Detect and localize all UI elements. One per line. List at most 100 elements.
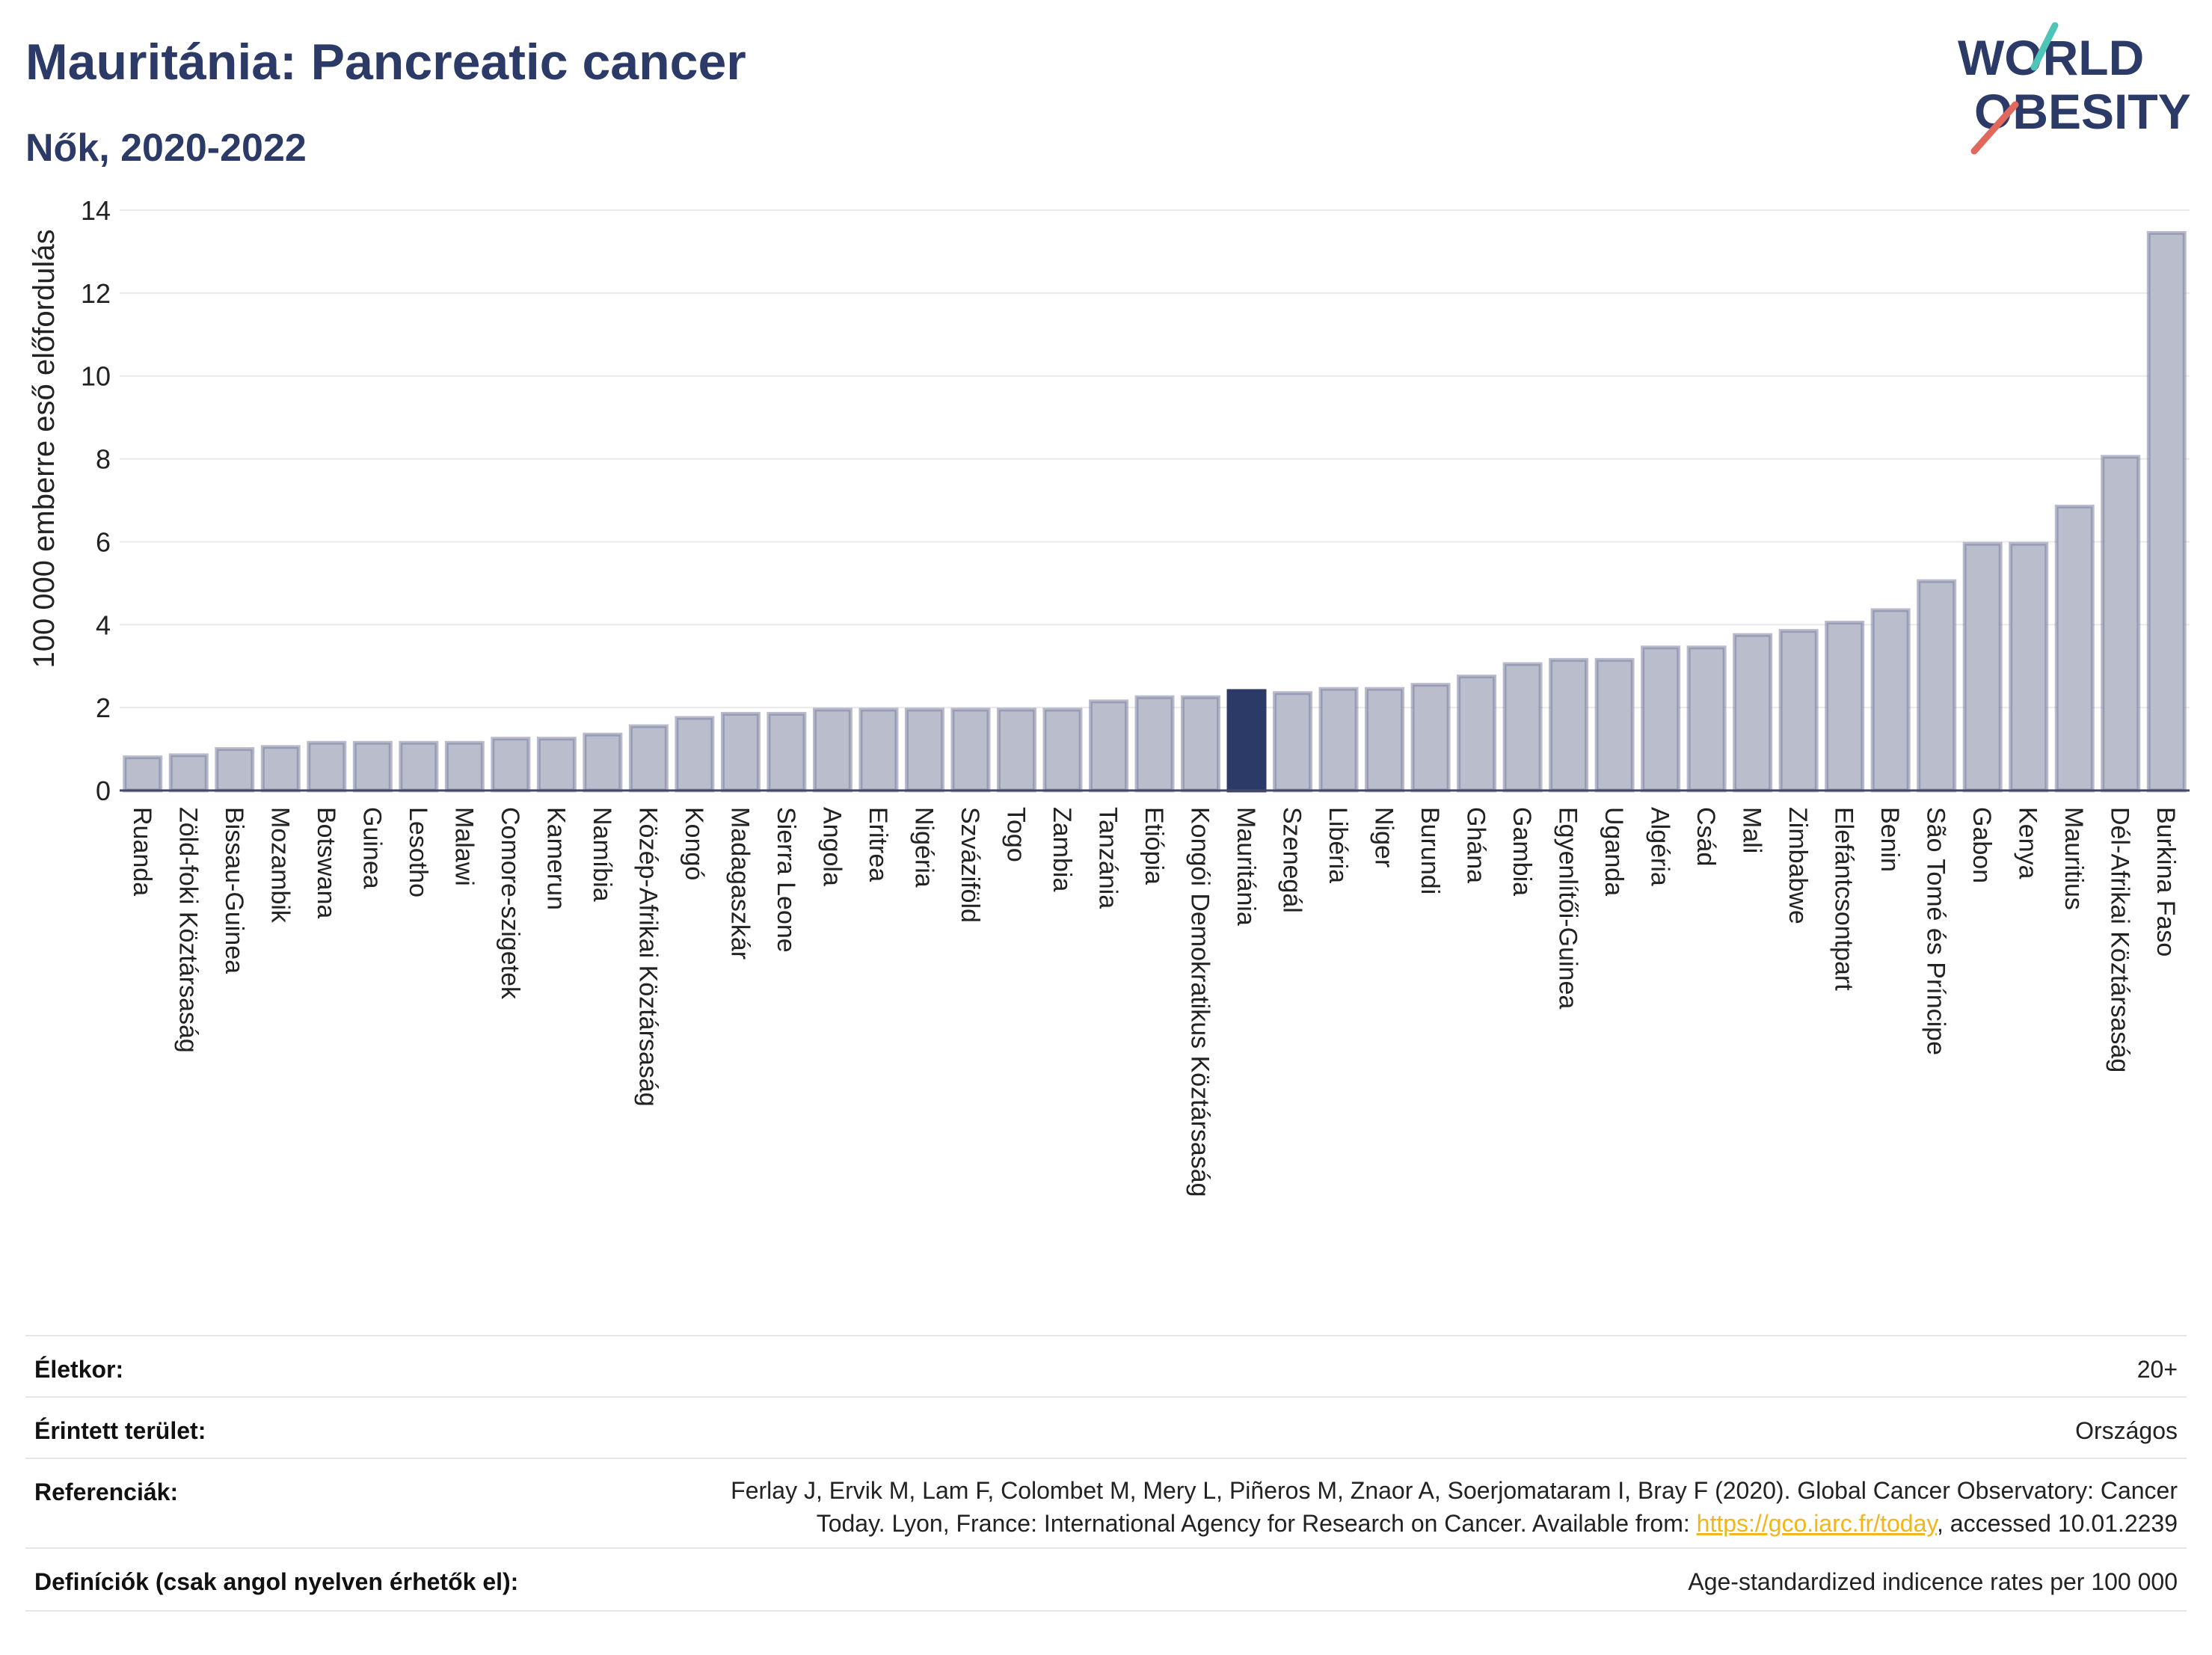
x-tick-label: Sierra Leone <box>772 807 800 953</box>
bar[interactable] <box>996 707 1036 793</box>
y-tick-label: 6 <box>96 526 111 557</box>
x-tick-label: Zöld-foki Köztársaság <box>173 807 202 1053</box>
x-tick-label: Bissau-Guinea <box>220 807 248 974</box>
x-tick-label: Mauritius <box>2059 807 2088 910</box>
x-tick-label: Gabon <box>1967 807 1996 883</box>
bar[interactable] <box>1962 541 2003 793</box>
x-tick-label: Libéria <box>1324 807 1352 883</box>
x-tick-label: Közép-Afrikai Köztársaság <box>633 807 662 1107</box>
bar[interactable] <box>491 737 531 793</box>
bar[interactable] <box>812 707 852 793</box>
bar[interactable] <box>1365 687 1405 793</box>
meta-row-age: Életkor: 20+ <box>25 1335 2187 1398</box>
bar[interactable] <box>766 711 807 793</box>
x-tick-label: Ghána <box>1462 807 1490 883</box>
y-tick-label: 0 <box>96 776 111 806</box>
bar[interactable] <box>1457 675 1497 793</box>
bar[interactable] <box>583 732 623 793</box>
x-tick-label: Kenya <box>2014 807 2042 879</box>
references-line-2-start: Today. Lyon, France: International Agenc… <box>816 1510 1697 1537</box>
x-tick-label: Comore-szigetek <box>496 807 524 1000</box>
bar[interactable] <box>1917 579 1957 793</box>
references-label: Referenciák: <box>34 1479 179 1505</box>
x-tick-label: Kongói Demokratikus Köztársaság <box>1186 807 1214 1197</box>
bar[interactable] <box>1594 657 1635 793</box>
bar[interactable] <box>2101 455 2141 793</box>
logo-slash-teal <box>2030 22 2059 71</box>
age-value: 20+ <box>2136 1356 2178 1383</box>
bar[interactable] <box>1502 662 1543 793</box>
bar[interactable] <box>1733 633 1773 793</box>
bar[interactable] <box>1825 621 1865 793</box>
gco-link[interactable]: https://gco.iarc.fr/today <box>1696 1510 1937 1537</box>
x-tick-label: Botswana <box>312 807 340 918</box>
bar[interactable] <box>536 737 577 793</box>
bar[interactable] <box>904 707 944 793</box>
bar[interactable] <box>628 724 669 793</box>
definitions-value: Age-standardized indicence rates per 100… <box>1688 1568 2178 1595</box>
x-tick-label: Dél-Afrikai Köztársaság <box>2106 807 2134 1072</box>
bar[interactable] <box>2146 230 2187 793</box>
logo-slash-red <box>1970 101 2019 155</box>
references-line-1: Ferlay J, Ervik M, Lam F, Colombet M, Me… <box>731 1477 2178 1504</box>
bar[interactable] <box>1686 645 1727 793</box>
bar[interactable] <box>858 707 899 793</box>
x-tick-label: Madagaszkár <box>725 807 754 959</box>
bar[interactable] <box>1273 691 1313 793</box>
x-tick-label: Benin <box>1875 807 1904 872</box>
x-tick-label: Zambia <box>1048 807 1076 891</box>
y-tick-label: 10 <box>81 361 111 392</box>
bar[interactable] <box>215 747 255 793</box>
bar[interactable] <box>1549 657 1589 793</box>
x-tick-label: Nigéria <box>909 807 938 888</box>
meta-row-definitions: Definíciók (csak angol nyelven érhetők e… <box>25 1547 2187 1612</box>
meta-row-area: Érintett terület: Országos <box>25 1396 2187 1459</box>
references-line-2: Today. Lyon, France: International Agenc… <box>458 1507 2178 1540</box>
x-tick-label: Mozambik <box>265 807 294 924</box>
world-obesity-logo: WORLD OBESITY <box>1958 22 2191 155</box>
y-tick-label: 2 <box>96 693 111 723</box>
bar[interactable] <box>260 745 301 793</box>
x-tick-label: Lesotho <box>404 807 432 897</box>
bar[interactable] <box>168 753 209 793</box>
bar[interactable] <box>2054 504 2095 793</box>
x-tick-label: Burkina Faso <box>2151 807 2180 957</box>
x-tick-label: Szváziföld <box>956 807 984 923</box>
bar[interactable] <box>1181 695 1221 793</box>
bar[interactable] <box>1134 695 1175 793</box>
bar[interactable] <box>720 711 761 793</box>
meta-row-references: Referenciák: Ferlay J, Ervik M, Lam F, C… <box>25 1458 2187 1549</box>
y-tick-label: 12 <box>81 278 111 309</box>
bar[interactable] <box>950 707 991 793</box>
x-tick-label: Egyenlítői-Guinea <box>1554 807 1582 1009</box>
bar[interactable] <box>1778 629 1819 793</box>
bar[interactable] <box>1641 645 1681 793</box>
x-tick-label: Gambia <box>1508 807 1536 896</box>
bar[interactable] <box>444 740 485 793</box>
references-line-2-end: , accessed 10.01.2239 <box>1936 1510 2178 1537</box>
bar[interactable] <box>1410 683 1451 793</box>
bar[interactable] <box>1318 687 1359 793</box>
page-subtitle: Nők, 2020-2022 <box>25 126 307 170</box>
x-tick-label: Uganda <box>1600 807 1628 896</box>
x-tick-label: Etiópia <box>1140 807 1168 885</box>
area-label: Érintett terület: <box>34 1417 206 1444</box>
x-tick-label: Niger <box>1370 807 1398 868</box>
bar[interactable] <box>675 716 715 793</box>
bar[interactable] <box>399 740 439 793</box>
bar[interactable] <box>1088 699 1128 793</box>
bar[interactable] <box>123 755 163 793</box>
x-tick-labels: Ruanda Zöld-foki Köztársaság Bissau-Guinea… <box>128 807 2180 1197</box>
x-tick-label: Togo <box>1001 807 1030 862</box>
bar[interactable] <box>1042 707 1083 793</box>
bar[interactable] <box>352 740 393 793</box>
bar[interactable] <box>307 740 347 793</box>
bar-highlight[interactable] <box>1226 689 1267 793</box>
bar-chart: 0 2 4 6 8 10 12 14 Ruanda Zöld-foki Köztársaság B… <box>28 195 2190 1197</box>
bar[interactable] <box>2009 541 2049 793</box>
y-tick-labels: 0 2 4 6 8 10 12 14 <box>81 195 111 806</box>
bar[interactable] <box>1870 608 1911 793</box>
x-tick-label: São Tomé és Príncipe <box>1922 807 1950 1055</box>
page-title: Mauritánia: Pancreatic cancer <box>25 34 746 90</box>
x-tick-label: Mauritánia <box>1232 807 1260 926</box>
